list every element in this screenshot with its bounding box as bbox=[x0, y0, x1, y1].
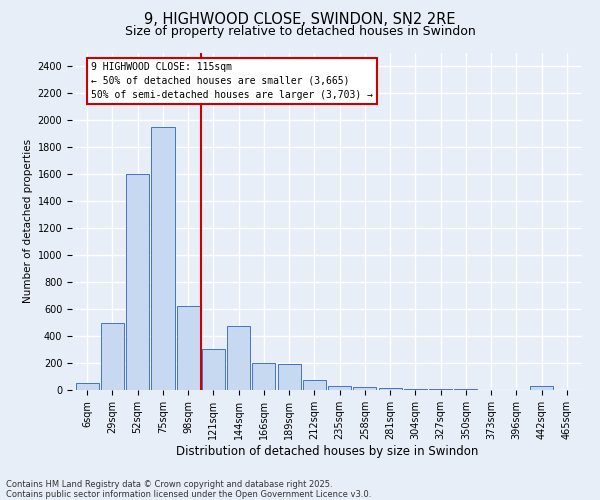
Bar bbox=[101, 322, 124, 390]
Y-axis label: Number of detached properties: Number of detached properties bbox=[23, 139, 34, 304]
Text: 9 HIGHWOOD CLOSE: 115sqm
← 50% of detached houses are smaller (3,665)
50% of sem: 9 HIGHWOOD CLOSE: 115sqm ← 50% of detach… bbox=[91, 62, 373, 100]
Bar bbox=[176, 306, 200, 390]
Bar bbox=[379, 388, 402, 390]
Bar bbox=[530, 386, 553, 390]
Bar bbox=[429, 389, 452, 390]
X-axis label: Distribution of detached houses by size in Swindon: Distribution of detached houses by size … bbox=[176, 444, 478, 458]
Bar bbox=[303, 380, 326, 390]
Bar bbox=[404, 389, 427, 390]
Text: Size of property relative to detached houses in Swindon: Size of property relative to detached ho… bbox=[125, 25, 475, 38]
Bar bbox=[227, 326, 250, 390]
Text: 9, HIGHWOOD CLOSE, SWINDON, SN2 2RE: 9, HIGHWOOD CLOSE, SWINDON, SN2 2RE bbox=[144, 12, 456, 28]
Bar bbox=[202, 349, 225, 390]
Bar bbox=[151, 126, 175, 390]
Bar bbox=[278, 364, 301, 390]
Bar bbox=[328, 386, 351, 390]
Text: Contains HM Land Registry data © Crown copyright and database right 2025.
Contai: Contains HM Land Registry data © Crown c… bbox=[6, 480, 371, 499]
Bar bbox=[76, 383, 99, 390]
Bar bbox=[353, 388, 376, 390]
Bar bbox=[252, 363, 275, 390]
Bar bbox=[126, 174, 149, 390]
